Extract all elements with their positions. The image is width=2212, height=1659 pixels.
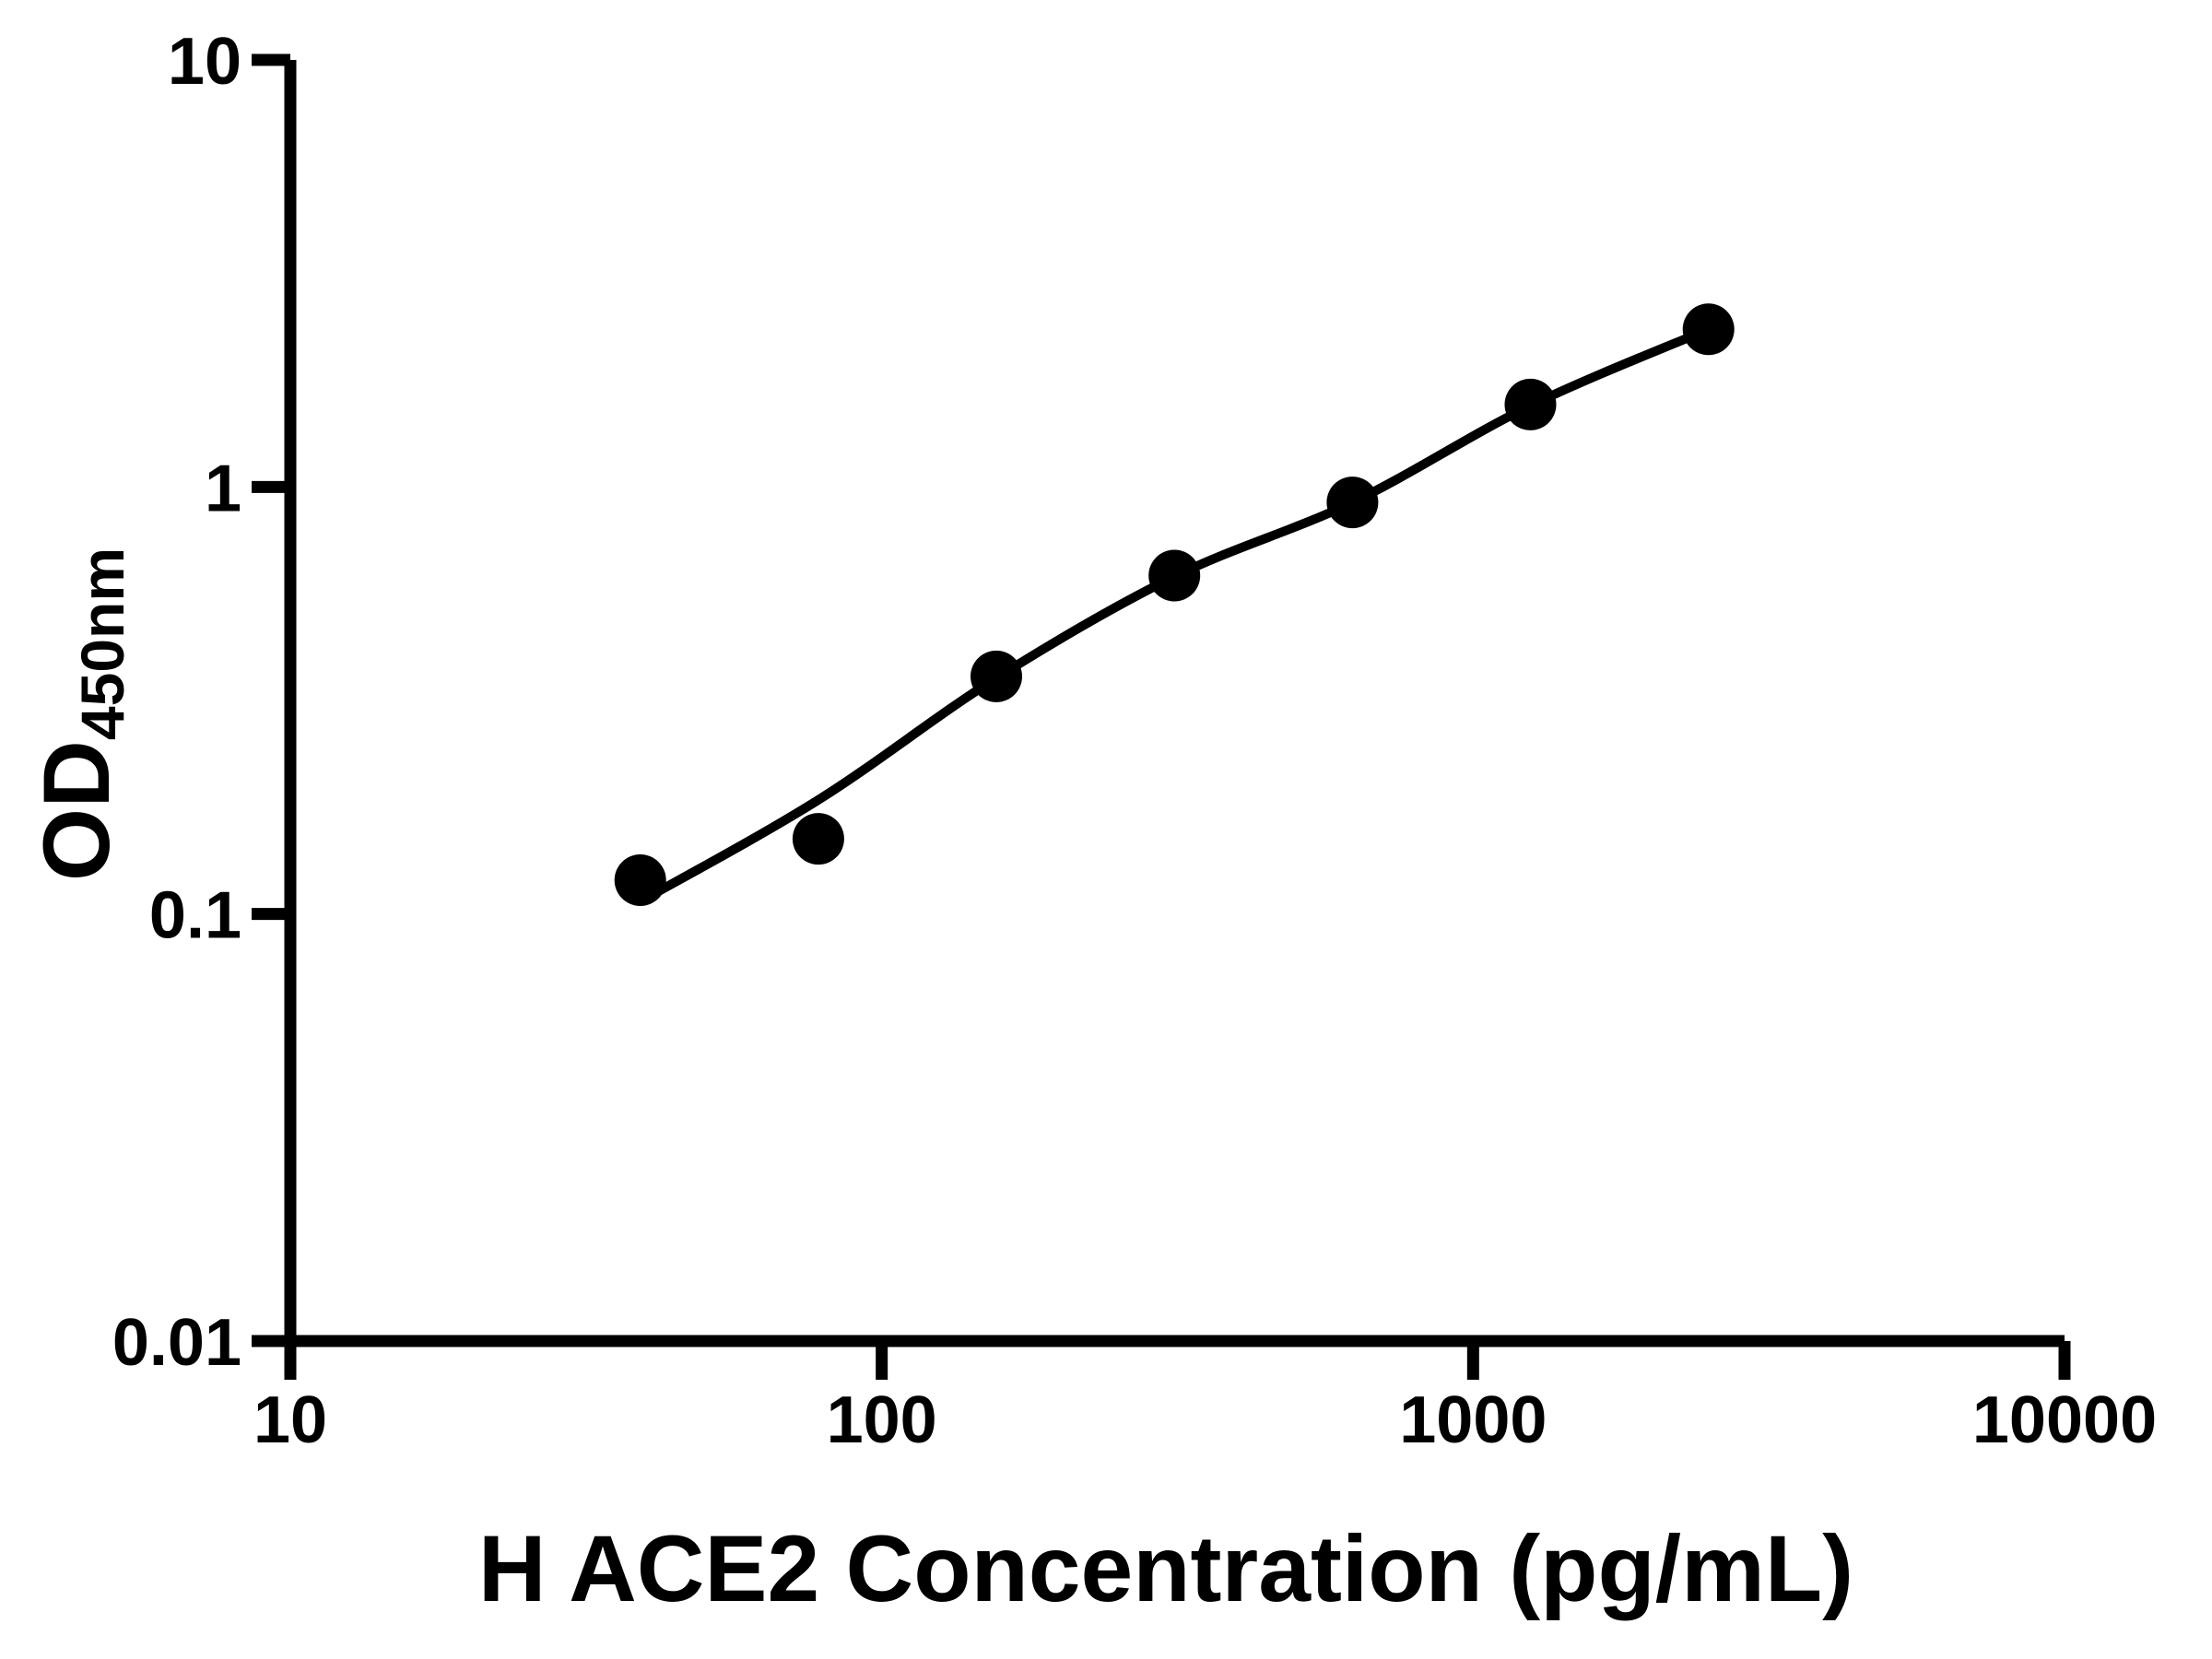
data-point-marker	[971, 650, 1022, 702]
data-point-marker	[1326, 477, 1379, 529]
x-tick-label: 10000	[1972, 1383, 2157, 1457]
y-tick-label: 10	[168, 25, 241, 99]
data-point-marker	[1148, 549, 1201, 602]
y-axis-title: OD450nm	[24, 547, 136, 881]
data-point-marker	[792, 813, 844, 865]
y-tick-label: 0.1	[149, 879, 241, 953]
x-tick-label: 100	[827, 1383, 937, 1457]
y-axis-title-main: OD	[24, 740, 129, 881]
data-point-marker	[1682, 303, 1735, 356]
data-point-marker	[1504, 378, 1557, 430]
y-tick-label: 0.01	[112, 1306, 241, 1380]
data-point-marker	[614, 854, 666, 906]
x-tick-label: 1000	[1399, 1383, 1547, 1457]
x-tick-label: 10	[253, 1383, 327, 1457]
y-axis-title-subscript: 450nm	[68, 547, 136, 740]
x-axis-title: H ACE2 Concentration (pg/mL)	[478, 1516, 1853, 1621]
y-tick-label: 1	[205, 452, 241, 525]
